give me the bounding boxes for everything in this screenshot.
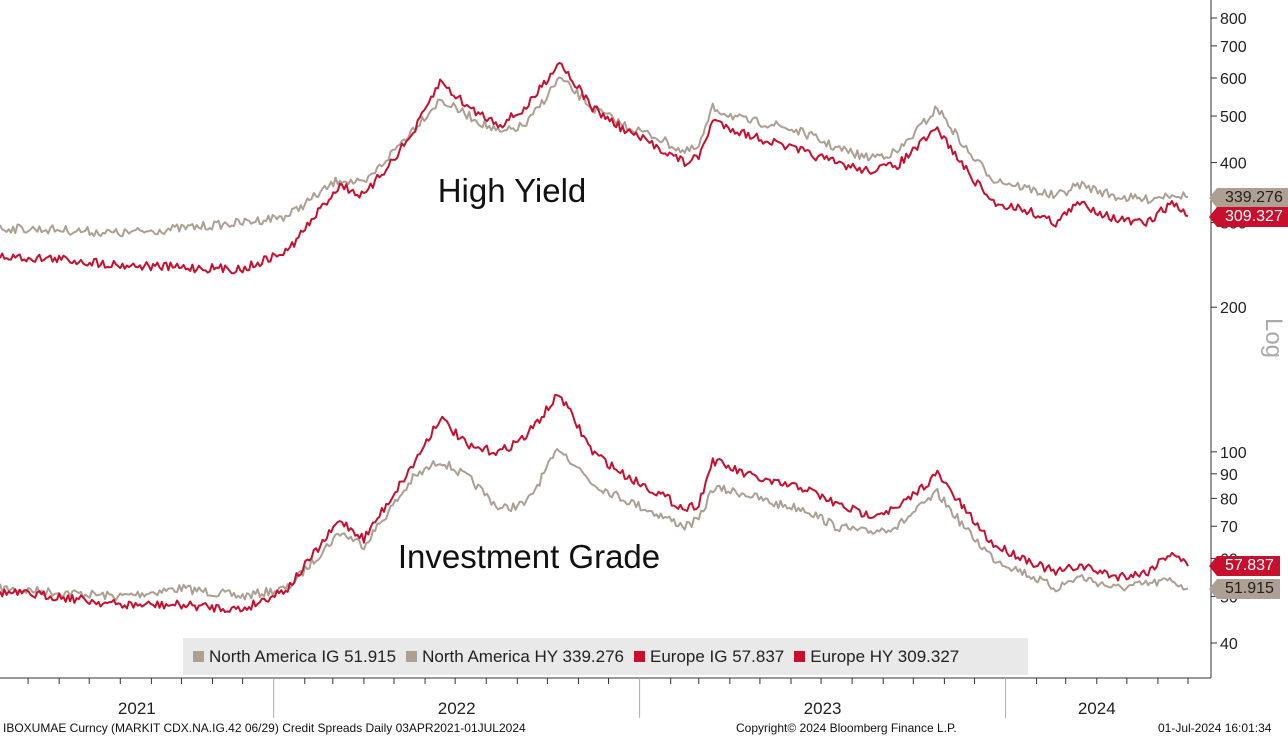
- last-value-tag-na-hy: 339.276: [1209, 188, 1288, 208]
- legend-swatch: [193, 651, 204, 662]
- x-year-label: 2021: [118, 699, 156, 718]
- y-tick-label: 600: [1220, 71, 1247, 88]
- legend-swatch: [406, 651, 418, 662]
- legend-item-eu-ig[interactable]: Europe IG 57.837: [634, 647, 784, 667]
- legend-label: North America IG 51.915: [209, 646, 397, 666]
- x-year-label: 2022: [438, 699, 476, 718]
- y-tick-label: 100: [1220, 445, 1247, 462]
- last-value-tag-na-ig: 51.915: [1209, 579, 1280, 599]
- y-tick-label: 70: [1220, 519, 1238, 536]
- series-line-north-america-hy: [0, 76, 1189, 238]
- legend: North America IG 51.915 North America HY…: [183, 638, 1028, 675]
- series-line-north-america-ig: [0, 448, 1189, 601]
- footer-ticker-info: IBOXUMAE Curncy (MARKIT CDX.NA.IG.42 06/…: [3, 721, 526, 735]
- legend-label: Europe HY 309.327: [810, 646, 960, 666]
- y-tick-label: 90: [1220, 467, 1238, 484]
- legend-swatch: [794, 651, 806, 662]
- y-tick-label: 700: [1220, 39, 1247, 56]
- y-tick-label: 500: [1220, 109, 1247, 126]
- legend-item-eu-hy[interactable]: Europe HY 309.327: [794, 647, 959, 667]
- legend-label: North America HY 339.276: [422, 646, 625, 666]
- legend-swatch: [634, 651, 646, 662]
- y-tick-label: 400: [1220, 156, 1247, 173]
- footer-timestamp: 01-Jul-2024 16:01:34: [1158, 721, 1272, 735]
- log-scale-label: Log: [1260, 318, 1287, 358]
- y-tick-label: 80: [1220, 491, 1238, 508]
- series-line-europe-hy: [0, 61, 1189, 275]
- y-tick-label: 800: [1220, 11, 1247, 28]
- y-tick-label: 40: [1220, 636, 1238, 653]
- last-value-tag-eu-hy: 309.327: [1209, 207, 1288, 227]
- legend-item-na-hy[interactable]: North America HY 339.276: [406, 647, 624, 667]
- legend-label: Europe IG 57.837: [650, 646, 785, 666]
- y-tick-label: 200: [1220, 300, 1247, 317]
- annotation-investment-grade: Investment Grade: [398, 538, 660, 575]
- series-layer: [0, 61, 1189, 613]
- last-value-tag-eu-ig: 57.837: [1209, 556, 1280, 576]
- x-ticks: 2021 2022 2023 2024: [27, 678, 1189, 718]
- legend-item-na-ig[interactable]: North America IG 51.915: [193, 647, 396, 667]
- footer-copyright: Copyright© 2024 Bloomberg Finance L.P.: [736, 721, 957, 735]
- x-year-label: 2024: [1078, 699, 1116, 718]
- annotation-high-yield: High Yield: [438, 172, 587, 209]
- series-line-europe-ig: [0, 394, 1189, 613]
- x-year-label: 2023: [804, 699, 842, 718]
